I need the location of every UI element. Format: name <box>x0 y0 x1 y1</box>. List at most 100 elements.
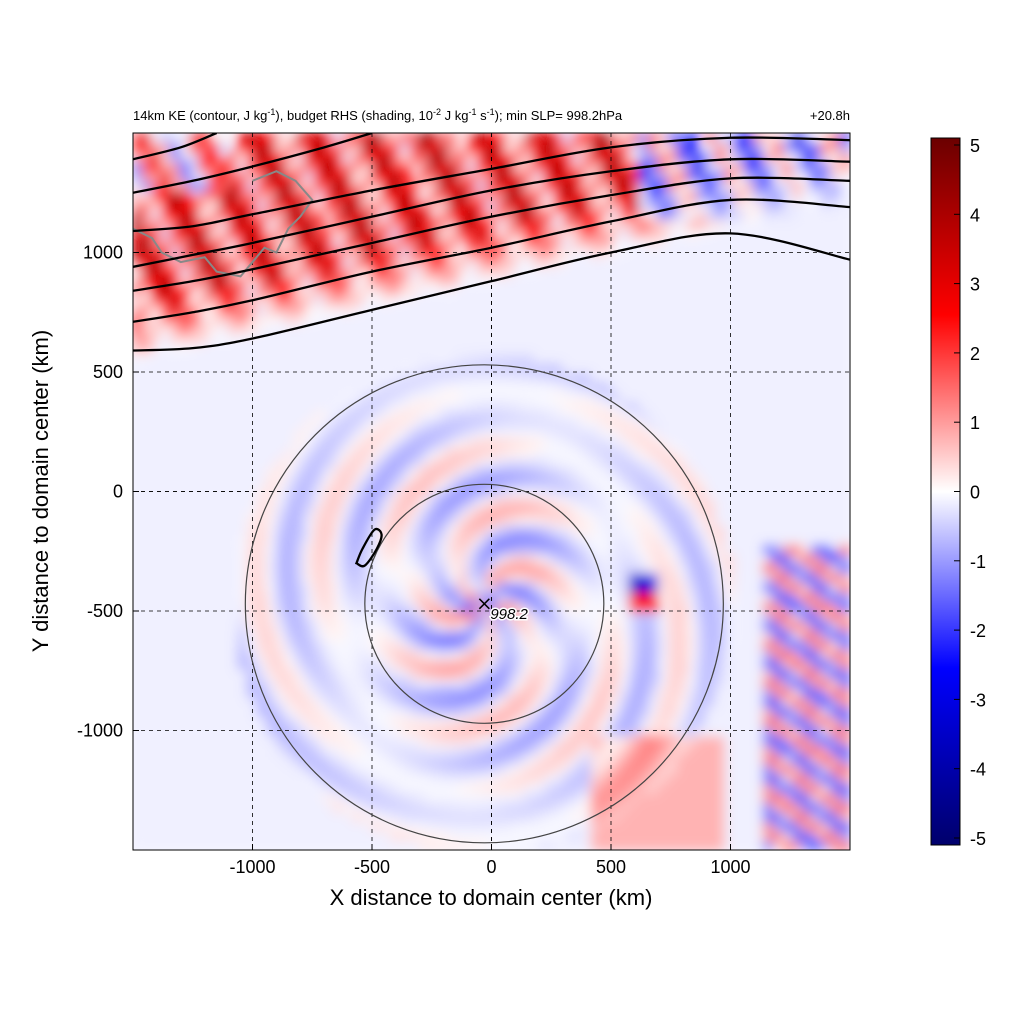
shading-cell <box>275 619 287 632</box>
shading-cell <box>715 829 727 842</box>
shading-cell <box>590 141 603 154</box>
shading-cell <box>141 428 154 440</box>
shading-cell <box>133 170 144 182</box>
shading-cell <box>705 705 718 718</box>
shading-cell <box>715 151 727 163</box>
shading-cell <box>418 753 431 765</box>
shading-cell <box>409 151 421 163</box>
shading-cell <box>533 227 546 240</box>
shading-cell <box>447 705 460 718</box>
shading-cell <box>390 457 402 469</box>
shading-cell <box>332 772 345 785</box>
shading-cell <box>552 600 565 612</box>
shading-cell <box>237 351 249 364</box>
shading-cell <box>133 543 144 555</box>
shading-cell <box>313 227 326 240</box>
shading-cell <box>571 533 584 546</box>
shading-cell <box>734 170 746 182</box>
shading-cell <box>409 409 421 421</box>
shading-cell <box>476 332 488 345</box>
shading-cell <box>332 734 345 746</box>
shading-cell <box>772 801 785 813</box>
shading-cell <box>351 380 364 393</box>
shading-cell <box>533 313 546 326</box>
shading-cell <box>715 753 727 765</box>
shading-cell <box>571 198 584 211</box>
shading-cell <box>715 571 727 584</box>
shading-cell <box>762 782 775 794</box>
shading-cell <box>284 160 297 173</box>
shading-cell <box>466 284 479 297</box>
shading-cell <box>715 504 727 517</box>
shading-cell <box>791 179 804 192</box>
shading-cell <box>284 543 297 555</box>
shading-cell <box>504 581 517 593</box>
shading-cell <box>629 619 641 632</box>
shading-cell <box>141 629 154 641</box>
shading-cell <box>133 437 144 450</box>
shading-cell <box>428 447 440 460</box>
shading-cell <box>323 476 335 488</box>
shading-cell <box>610 457 622 469</box>
shading-cell <box>227 294 240 307</box>
shading-cell <box>323 332 335 345</box>
shading-cell <box>323 753 335 765</box>
shading-cell <box>495 437 507 450</box>
shading-cell <box>246 380 259 393</box>
shading-cell <box>399 657 412 670</box>
shading-cell <box>801 610 813 622</box>
shading-cell <box>801 571 813 584</box>
shading-cell <box>428 648 440 660</box>
shading-cell <box>399 743 412 756</box>
shading-cell <box>743 772 756 785</box>
shading-cell <box>724 686 737 699</box>
shading-cell <box>437 256 450 268</box>
shading-cell <box>476 485 488 498</box>
shading-cell <box>514 762 526 775</box>
shading-cell <box>275 581 287 593</box>
shading-cell <box>351 533 364 546</box>
shading-cell <box>265 782 278 794</box>
shading-cell <box>265 189 278 201</box>
shading-cell <box>428 734 440 746</box>
shading-cell <box>571 562 584 574</box>
shading-cell <box>160 198 173 211</box>
shading-cell <box>485 782 498 794</box>
shading-cell <box>371 170 383 182</box>
shading-cell <box>619 141 632 154</box>
shading-cell <box>782 810 794 823</box>
shading-cell <box>562 562 574 574</box>
shading-cell <box>189 552 201 565</box>
shading-cell <box>170 610 182 622</box>
shading-cell <box>380 351 393 364</box>
shading-cell <box>610 504 622 517</box>
shading-cell <box>237 323 249 335</box>
shading-cell <box>610 839 622 850</box>
shading-cell <box>648 380 660 393</box>
shading-cell <box>667 820 679 832</box>
shading-cell <box>476 648 488 660</box>
shading-cell <box>619 648 632 660</box>
shading-cell <box>399 629 412 641</box>
shading-cell <box>543 619 555 632</box>
shading-cell <box>523 351 536 364</box>
shading-cell <box>495 629 507 641</box>
shading-cell <box>562 304 574 316</box>
shading-cell <box>810 533 823 546</box>
shading-cell <box>801 629 813 641</box>
shading-cell <box>237 409 249 421</box>
shading-cell <box>160 160 173 173</box>
shading-cell <box>275 552 287 565</box>
shading-cell <box>294 696 307 708</box>
shading-cell <box>294 543 307 555</box>
shading-cell <box>133 820 144 832</box>
shading-cell <box>189 179 201 192</box>
shading-cell <box>409 676 421 689</box>
shading-cell <box>715 676 727 689</box>
shading-cell <box>753 705 765 718</box>
shading-cell <box>581 160 593 173</box>
shading-cell <box>610 332 622 345</box>
shading-cell <box>753 179 765 192</box>
shading-cell <box>170 762 182 775</box>
shading-cell <box>198 552 211 565</box>
